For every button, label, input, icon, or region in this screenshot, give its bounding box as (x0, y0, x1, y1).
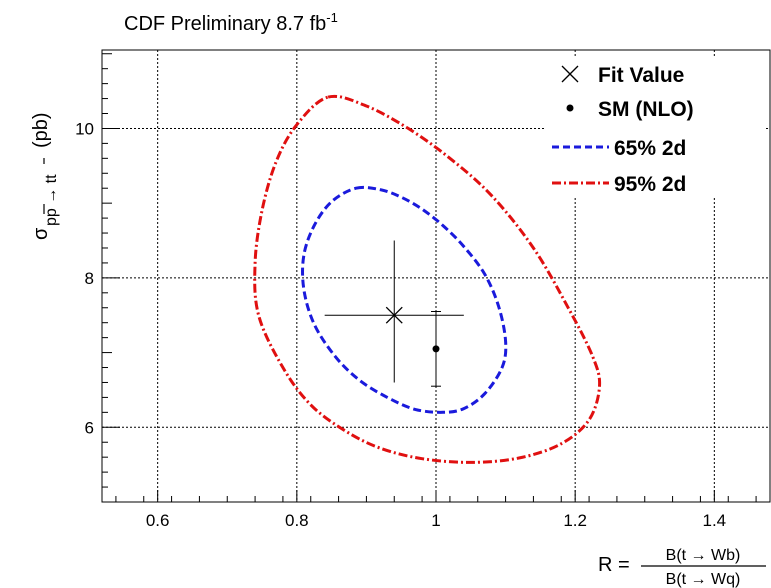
sm-nlo-point (432, 345, 440, 353)
chart-title: CDF Preliminary 8.7 fb-1 (124, 10, 338, 35)
legend-item-65: 65% 2d (552, 137, 686, 160)
x-axis-label-numerator: B(t → Wb) (666, 547, 741, 564)
x-axis-label-denominator: B(t → Wq) (666, 571, 741, 588)
y-tick-label-2: 10 (75, 119, 94, 138)
x-tick-label-4: 1.4 (703, 511, 727, 530)
x-axis-label-prefix: R = (598, 554, 630, 576)
y-tick-label-0: 6 (85, 418, 94, 437)
legend-background (544, 56, 766, 198)
contours (253, 94, 602, 464)
y-axis-label-symbol: σ (30, 227, 52, 240)
legend-label-65: 65% 2d (614, 137, 686, 160)
chart-title-text: CDF Preliminary 8.7 fb (124, 13, 326, 35)
x-tick-label-0: 0.6 (146, 511, 170, 530)
legend-dot-icon (566, 104, 574, 112)
legend-item-fit-value: Fit Value (561, 64, 684, 87)
legend-item-95: 95% 2d (552, 173, 686, 196)
contour-series-1 (253, 94, 602, 464)
y-axis-label-unit: (pb) (30, 112, 52, 148)
fit-value-cross-b (385, 306, 403, 324)
legend-label-95: 95% 2d (614, 173, 686, 196)
legend-cross-icon (561, 65, 579, 83)
plot-area: 0.6 0.8 1 1.2 1.4 6 8 10 (75, 49, 771, 530)
y-axis-label-subscript: pp → tt (43, 174, 60, 226)
y-axis-label: σ pp → tt (pb) (30, 112, 60, 240)
markers (324, 240, 464, 387)
legend-label-fit-value: Fit Value (598, 64, 684, 87)
legend-item-sm-nlo: SM (NLO) (566, 98, 694, 121)
legend: Fit Value SM (NLO) 65% 2d 95% 2d (544, 56, 766, 198)
x-tick-label-1: 0.8 (285, 511, 309, 530)
contour-series-0 (301, 185, 508, 414)
legend-label-sm-nlo: SM (NLO) (598, 98, 694, 121)
chart-title-superscript: -1 (326, 10, 338, 25)
x-axis-label: R = B(t → Wb) B(t → Wq) (598, 547, 766, 588)
x-tick-label-2: 1 (431, 511, 440, 530)
ticks: 0.6 0.8 1 1.2 1.4 6 8 10 (75, 53, 757, 530)
x-tick-label-3: 1.2 (563, 511, 587, 530)
y-tick-label-1: 8 (85, 269, 94, 288)
